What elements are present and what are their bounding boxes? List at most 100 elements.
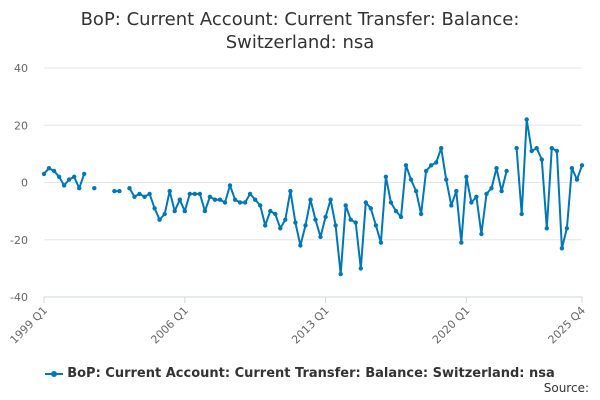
data-point [72,174,77,179]
data-point [569,166,575,171]
data-point [358,266,363,271]
data-point [82,171,87,177]
data-point [227,183,233,188]
data-point [338,271,343,277]
data-point [479,231,484,237]
data-point [454,188,459,194]
chart-title-line-2: Switzerland: nsa [225,32,375,53]
data-point [263,223,268,228]
data-point [147,191,152,197]
data-point [117,188,122,194]
data-point [222,200,228,205]
data-point [293,220,298,225]
data-point [434,160,439,165]
data-point [313,217,318,222]
data-point [172,208,177,214]
data-point [318,234,323,240]
data-point [333,223,338,228]
y-tick-label: -20 [10,234,28,247]
data-point [529,148,534,154]
data-point [564,226,570,231]
data-point [167,188,172,194]
data-point [534,146,539,151]
legend[interactable]: BoP: Current Account: Current Transfer: … [0,366,600,381]
data-point [127,186,132,191]
data-point [554,148,560,154]
data-point [303,223,308,228]
y-tick-label: 40 [14,62,28,75]
data-point [217,197,223,202]
legend-label: BoP: Current Account: Current Transfer: … [67,366,555,381]
data-point [378,240,384,245]
x-tick-label: 2020 Q1 [430,304,473,347]
series-line [128,147,508,276]
data-point [393,208,399,214]
data-point [579,163,585,168]
data-point [348,217,353,222]
data-point [524,117,529,122]
data-point [61,183,67,188]
data-point [212,197,218,202]
data-point [308,197,313,202]
series-line [515,118,583,250]
data-point [232,197,238,202]
data-point [66,177,72,182]
data-point [268,208,273,214]
data-point [439,146,444,151]
data-point [559,246,565,251]
data-point [464,174,469,179]
data-point [444,177,449,182]
y-tick-label: -40 [10,291,28,304]
data-point [423,168,429,174]
chart-title: BoP: Current Account: Current Transfer: … [0,8,600,54]
data-point [258,203,263,208]
data-point [77,186,82,191]
data-point [242,200,248,205]
data-point [247,191,253,197]
data-point [514,146,519,151]
data-point [474,194,479,199]
data-point [56,174,62,179]
source-label: Source: [543,381,589,395]
data-point [469,200,474,205]
data-point [544,226,549,231]
data-point [504,168,509,174]
data-point [197,191,203,197]
data-point [388,200,394,205]
x-tick-label: 2025 Q4 [546,304,589,347]
data-point [237,200,243,205]
data-point [162,211,167,217]
data-point [182,208,187,214]
data-point [157,217,162,222]
data-point [202,208,208,214]
data-point [187,191,192,197]
data-point [152,206,157,211]
data-point [459,240,464,245]
data-point [142,194,147,199]
data-point [283,217,288,222]
data-point [46,166,52,171]
data-point [519,211,524,217]
data-point [574,177,580,182]
y-tick-label: 20 [14,119,28,132]
data-point [373,223,379,228]
data-point [403,163,409,168]
data-point [207,194,213,199]
data-point [343,203,348,208]
x-tick-label: 1999 Q1 [8,304,51,347]
y-tick-label: 0 [21,177,28,190]
data-point [323,214,328,220]
x-tick-label: 2013 Q1 [289,304,332,347]
chart-title-line-1: BoP: Current Account: Current Transfer: … [80,9,520,30]
data-point [132,194,137,199]
data-point [363,200,368,205]
data-point [51,168,57,174]
data-point [298,243,303,248]
data-point [429,163,434,168]
data-point [484,191,489,197]
data-point [449,203,454,208]
data-point [368,206,373,211]
data-point [549,146,554,151]
data-point [398,214,404,220]
